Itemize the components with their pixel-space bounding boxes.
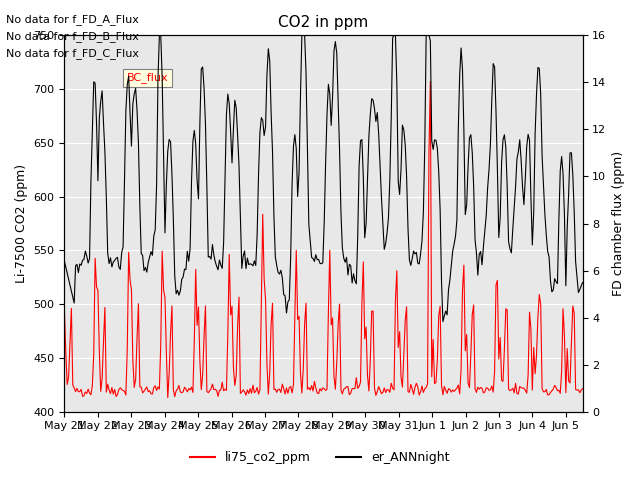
Line: li75_co2_ppm: li75_co2_ppm xyxy=(65,81,582,397)
Line: er_ANNnight: er_ANNnight xyxy=(65,36,582,322)
er_ANNnight xyxy=(126,110,134,116)
li75_co2_ppm xyxy=(444,390,451,396)
Text: No data for f_FD_A_Flux: No data for f_FD_A_Flux xyxy=(6,14,140,25)
Title: CO2 in ppm: CO2 in ppm xyxy=(278,15,369,30)
li75_co2_ppm xyxy=(426,78,434,84)
er_ANNnight xyxy=(237,215,244,221)
er_ANNnight xyxy=(61,258,68,264)
li75_co2_ppm xyxy=(146,388,154,394)
li75_co2_ppm xyxy=(237,391,244,396)
li75_co2_ppm xyxy=(61,308,68,313)
li75_co2_ppm xyxy=(164,395,172,400)
Text: No data for f_FD_B_Flux: No data for f_FD_B_Flux xyxy=(6,31,140,42)
li75_co2_ppm xyxy=(579,386,586,392)
li75_co2_ppm xyxy=(570,311,578,316)
er_ANNnight xyxy=(570,209,578,215)
er_ANNnight xyxy=(439,319,447,324)
Y-axis label: FD chamber flux (ppm): FD chamber flux (ppm) xyxy=(612,151,625,296)
Legend: li75_co2_ppm, er_ANNnight: li75_co2_ppm, er_ANNnight xyxy=(186,446,454,469)
er_ANNnight xyxy=(444,312,451,318)
Text: No data for f_FD_C_Flux: No data for f_FD_C_Flux xyxy=(6,48,140,59)
er_ANNnight xyxy=(146,254,154,260)
er_ANNnight xyxy=(326,91,333,97)
li75_co2_ppm xyxy=(326,248,333,253)
er_ANNnight xyxy=(579,280,586,286)
Y-axis label: Li-7500 CO2 (ppm): Li-7500 CO2 (ppm) xyxy=(15,164,28,283)
er_ANNnight xyxy=(156,33,163,38)
Text: BC_flux: BC_flux xyxy=(127,72,168,84)
li75_co2_ppm xyxy=(126,277,134,283)
